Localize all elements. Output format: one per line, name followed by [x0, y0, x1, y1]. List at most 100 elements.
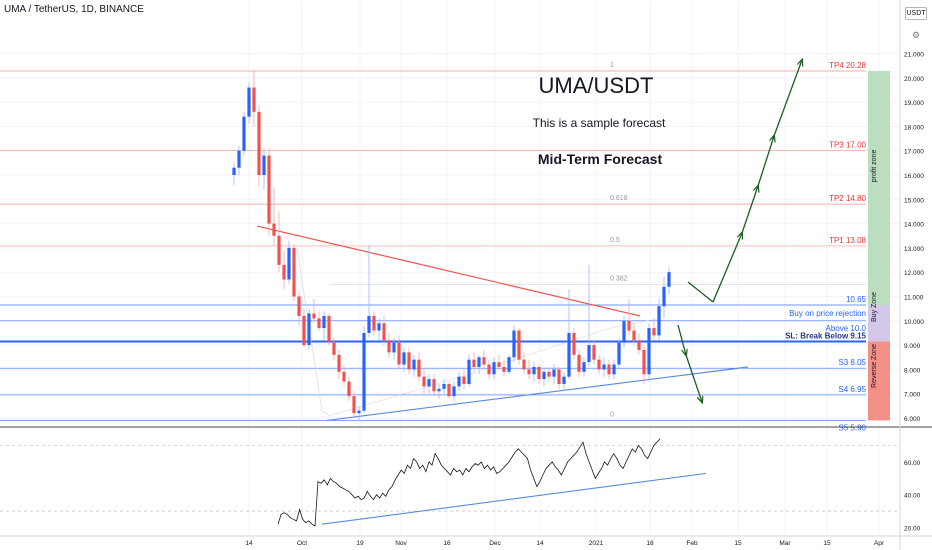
candle — [497, 362, 501, 367]
candle — [307, 313, 311, 346]
forecast-arrow — [773, 60, 802, 137]
candle — [312, 313, 316, 319]
candle — [627, 320, 631, 331]
level-label: S3 8.05 — [838, 358, 866, 367]
candle — [517, 330, 521, 360]
price-tick: 12.000 — [904, 270, 924, 277]
zone-0 — [868, 70, 890, 306]
candle — [282, 264, 286, 280]
fib-label: 0.618 — [610, 195, 628, 202]
candle — [487, 364, 491, 375]
moving-average — [329, 318, 661, 416]
candle — [447, 383, 451, 397]
candle — [587, 345, 591, 363]
candle — [492, 362, 496, 375]
time-tick: 18 — [646, 540, 654, 547]
candle — [527, 369, 531, 375]
level-label: TP2 14.80 — [829, 194, 866, 203]
level-label: SL: Break Below 9.15 — [785, 331, 866, 340]
price-tick: 14.000 — [904, 222, 924, 229]
candle — [392, 342, 396, 353]
candle — [502, 366, 506, 372]
candle — [332, 342, 336, 355]
time-tick: Apr — [874, 540, 885, 547]
symbol-info[interactable]: UMA / TetherUS, 1D, BINANCE — [4, 4, 144, 15]
forecast-arrows — [677, 60, 802, 402]
price-tick: 7.000 — [904, 392, 921, 399]
price-tick: 11.000 — [904, 295, 924, 302]
forecast-subtitle: This is a sample forecast — [533, 116, 666, 130]
price-tick: 16.000 — [904, 173, 924, 180]
time-tick: 14 — [245, 540, 253, 547]
candle — [577, 354, 581, 372]
reverse-zone-label: Reverse Zone — [871, 344, 878, 388]
fib-label: 0.5 — [610, 237, 620, 244]
zone-2 — [868, 341, 890, 421]
candle — [242, 116, 246, 151]
candle — [607, 364, 611, 375]
candle — [632, 330, 636, 341]
level-label: 10.65 — [846, 295, 867, 304]
candle — [367, 315, 371, 333]
fib-connector — [296, 247, 331, 416]
candle — [567, 332, 571, 377]
candle — [547, 371, 551, 377]
candle — [342, 371, 346, 382]
fib-label: 0.382 — [610, 275, 628, 282]
price-tick: 8.000 — [904, 367, 921, 374]
candle — [582, 362, 586, 372]
candle — [507, 357, 511, 372]
forecast-title: UMA/USDT — [539, 73, 654, 98]
gear-icon[interactable]: ⚙ — [912, 30, 921, 40]
candle — [637, 340, 641, 350]
candle — [552, 369, 556, 377]
candle — [412, 359, 416, 370]
candle — [602, 364, 606, 370]
currency-badge[interactable]: USDT — [905, 7, 927, 20]
price-tick: 9.000 — [904, 343, 921, 350]
time-tick: 15 — [823, 540, 831, 547]
candle — [377, 323, 381, 331]
candle — [352, 396, 356, 414]
candle — [302, 315, 306, 346]
fib-label: 0 — [610, 411, 614, 418]
candle — [267, 155, 271, 224]
resistance-trendline — [256, 225, 641, 317]
candle — [622, 320, 626, 343]
candle — [297, 296, 301, 316]
candle — [382, 323, 386, 341]
candle — [292, 247, 296, 297]
time-tick: Oct — [297, 540, 307, 547]
candle — [532, 366, 536, 375]
candle — [562, 376, 566, 384]
candle — [257, 111, 261, 175]
candle — [322, 315, 326, 329]
candle — [277, 235, 281, 265]
oscillator-trendline — [321, 472, 707, 525]
time-tick: Dec — [489, 540, 501, 547]
candle — [652, 328, 656, 336]
candle — [572, 332, 576, 355]
candle — [252, 87, 256, 112]
candle — [262, 155, 266, 175]
time-tick: Nov — [395, 540, 407, 547]
forecast-arrow — [741, 186, 758, 234]
candle — [472, 359, 476, 367]
candle — [597, 359, 601, 370]
candle — [542, 371, 546, 380]
candle — [362, 332, 366, 411]
candle — [232, 167, 236, 175]
time-tick: 2021 — [589, 540, 604, 547]
candle — [642, 349, 646, 375]
candle — [662, 286, 666, 307]
candle — [237, 150, 241, 168]
forecast-arrow — [757, 136, 774, 187]
candle — [372, 315, 376, 331]
oscillator-tick: 20.00 — [904, 526, 921, 533]
candle — [452, 386, 456, 397]
candle — [462, 376, 466, 384]
price-tick: 13.000 — [904, 246, 924, 253]
zone-band — [868, 70, 890, 421]
price-tick: 18.000 — [904, 124, 924, 131]
